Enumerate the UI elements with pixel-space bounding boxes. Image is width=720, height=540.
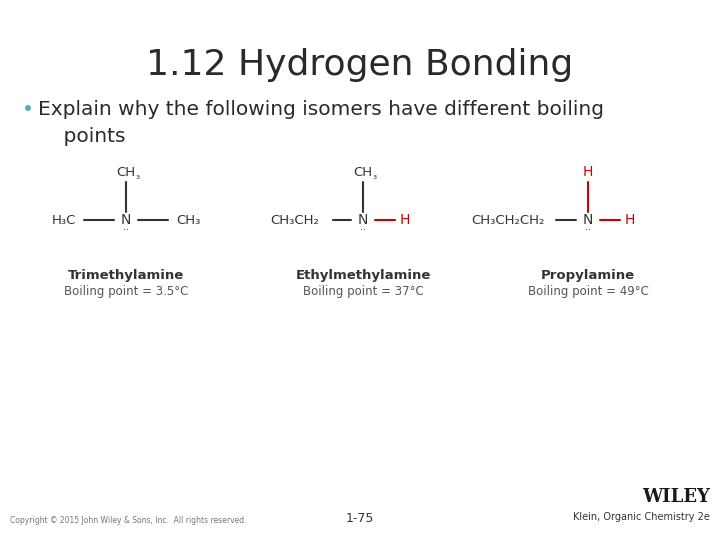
Text: Ethylmethylamine: Ethylmethylamine bbox=[295, 268, 431, 281]
Text: N: N bbox=[358, 213, 368, 227]
Text: CH₃: CH₃ bbox=[176, 213, 200, 226]
Text: ··: ·· bbox=[123, 225, 129, 235]
Text: CH₃CH₂CH₂: CH₃CH₂CH₂ bbox=[472, 213, 545, 226]
Text: CH₃CH₂: CH₃CH₂ bbox=[271, 213, 320, 226]
Text: N: N bbox=[121, 213, 131, 227]
Text: WILEY: WILEY bbox=[642, 488, 710, 506]
Text: Boiling point = 49°C: Boiling point = 49°C bbox=[528, 286, 649, 299]
Text: Propylamine: Propylamine bbox=[541, 268, 635, 281]
Text: CH: CH bbox=[117, 165, 135, 179]
Text: ₃: ₃ bbox=[373, 171, 377, 181]
Text: Klein, Organic Chemistry 2e: Klein, Organic Chemistry 2e bbox=[573, 512, 710, 522]
Text: ₃: ₃ bbox=[136, 171, 140, 181]
Text: N: N bbox=[582, 213, 593, 227]
Text: CH: CH bbox=[354, 165, 372, 179]
Text: H: H bbox=[582, 165, 593, 179]
Text: Boiling point = 3.5°C: Boiling point = 3.5°C bbox=[64, 286, 188, 299]
Text: Copyright © 2015 John Wiley & Sons, Inc.  All rights reserved.: Copyright © 2015 John Wiley & Sons, Inc.… bbox=[10, 516, 246, 525]
Text: H: H bbox=[625, 213, 635, 227]
Text: H: H bbox=[400, 213, 410, 227]
Text: Boiling point = 37°C: Boiling point = 37°C bbox=[302, 286, 423, 299]
Text: 1.12 Hydrogen Bonding: 1.12 Hydrogen Bonding bbox=[146, 48, 574, 82]
Text: H₃C: H₃C bbox=[52, 213, 76, 226]
Text: ··: ·· bbox=[585, 225, 591, 235]
Text: •: • bbox=[22, 100, 34, 119]
Text: ··: ·· bbox=[360, 225, 366, 235]
Text: Explain why the following isomers have different boiling
    points: Explain why the following isomers have d… bbox=[38, 100, 604, 145]
Text: 1-75: 1-75 bbox=[346, 512, 374, 525]
Text: Trimethylamine: Trimethylamine bbox=[68, 268, 184, 281]
